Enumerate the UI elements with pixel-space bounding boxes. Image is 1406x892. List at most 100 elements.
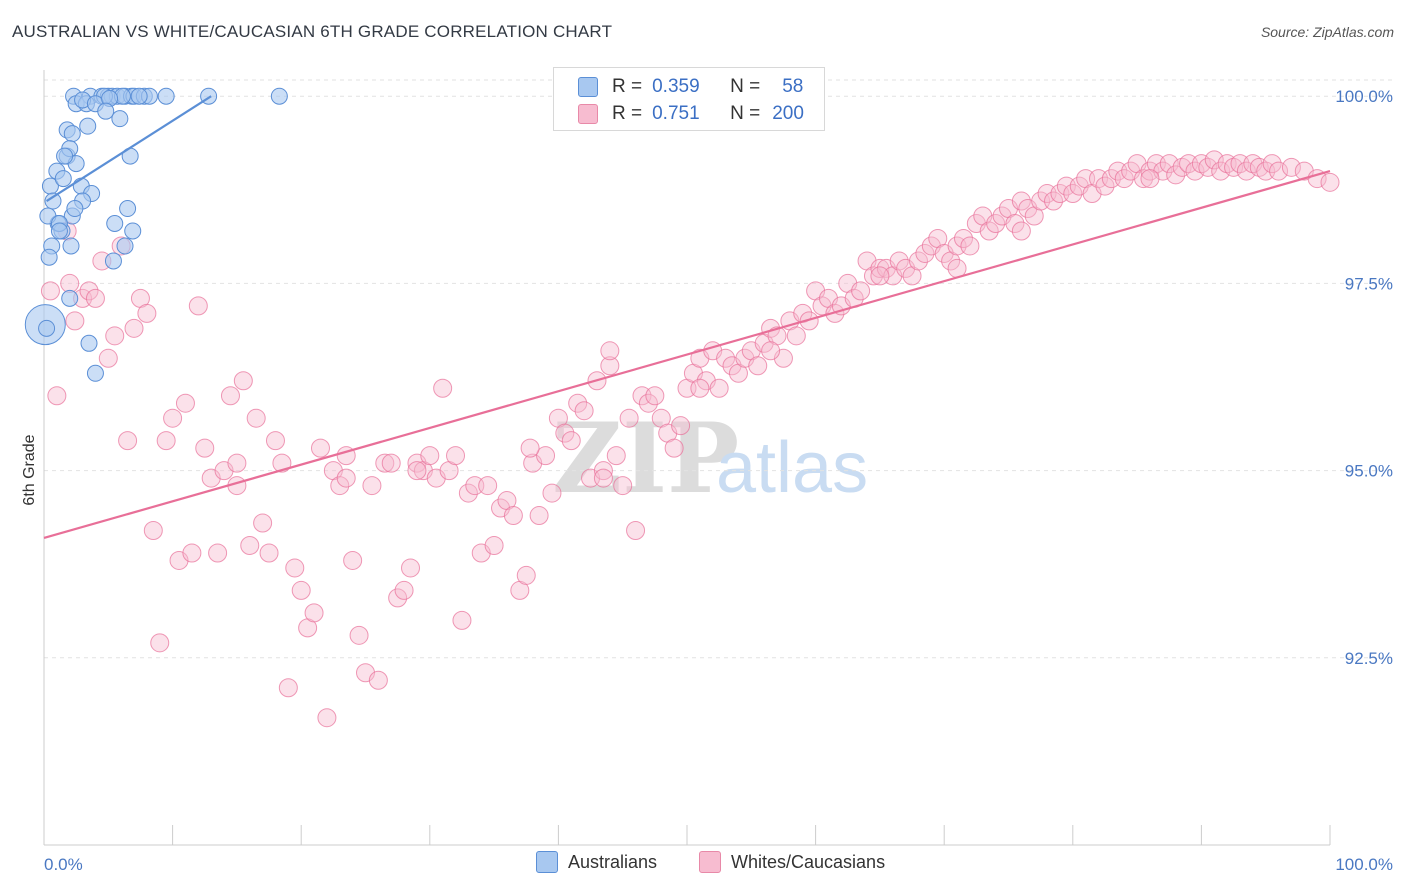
whites-point — [478, 476, 498, 496]
whites-point — [574, 401, 594, 421]
whites-point — [870, 266, 890, 286]
whites-point — [709, 378, 729, 398]
whites-point — [1211, 161, 1231, 181]
whites-point — [799, 311, 819, 331]
whites-point — [137, 303, 157, 323]
whites-point — [343, 550, 363, 570]
whites-point — [259, 543, 279, 563]
whites-point — [1011, 221, 1031, 241]
whites-point — [208, 543, 228, 563]
whites-point — [105, 326, 125, 346]
whites-point — [1095, 176, 1115, 196]
watermark-zip: ZIP — [552, 402, 739, 515]
whites-point — [503, 506, 523, 526]
whites-point — [233, 371, 253, 391]
whites-point — [291, 580, 311, 600]
whites-point — [1262, 154, 1282, 174]
australians-point — [62, 237, 80, 255]
stats-legend: R = 0.359 N = 58 R = 0.751 N = 200 — [553, 67, 825, 131]
whites-point — [690, 378, 710, 398]
x-tick-max: 100.0% — [1335, 855, 1393, 874]
whites-point — [484, 535, 504, 555]
source-credit: Source: ZipAtlas.com — [1260, 24, 1394, 40]
whites-point — [163, 408, 183, 428]
whites-point — [645, 386, 665, 406]
legend-r-value: 0.751 — [652, 103, 700, 124]
whites-point — [1204, 150, 1224, 170]
whites-point — [761, 341, 781, 361]
chart-title: AUSTRALIAN VS WHITE/CAUCASIAN 6TH GRADE … — [12, 22, 613, 41]
australians-swatch — [536, 851, 558, 873]
whites-point — [600, 356, 620, 376]
y-tick-label: 95.0% — [1345, 462, 1393, 481]
whites-point — [394, 580, 414, 600]
whites-point — [671, 416, 691, 436]
whites-point — [960, 236, 980, 256]
whites-point — [85, 288, 105, 308]
whites-point — [908, 251, 928, 271]
trend-lines — [43, 95, 1331, 540]
whites-point — [979, 221, 999, 241]
whites-point — [1114, 169, 1134, 189]
australians-point — [157, 87, 175, 105]
whites-point — [1159, 154, 1179, 174]
watermark-atlas: atlas — [716, 428, 868, 508]
australians-point — [56, 147, 74, 165]
y-tick-label: 92.5% — [1345, 649, 1393, 668]
whites-label: Whites/Caucasians — [731, 851, 886, 872]
whites-point — [304, 603, 324, 623]
whites-point — [188, 296, 208, 316]
whites-point — [520, 438, 540, 458]
australians-point — [111, 110, 129, 128]
whites-point — [150, 633, 170, 653]
australians-point — [104, 252, 122, 270]
whites-point — [1166, 165, 1186, 185]
whites-point — [310, 438, 330, 458]
whites-point — [1320, 172, 1340, 192]
whites-point — [407, 461, 427, 481]
whites-point — [593, 461, 613, 481]
whites-point — [561, 431, 581, 451]
legend-r-value: 0.359 — [652, 76, 700, 97]
whites-point — [593, 468, 613, 488]
whites-point — [1063, 184, 1083, 204]
australians-point — [66, 200, 84, 218]
whites-point — [1044, 191, 1064, 211]
whites-point — [362, 476, 382, 496]
australians-point — [63, 125, 81, 143]
whites-point — [47, 386, 67, 406]
australians-point — [44, 192, 62, 210]
legend-n-label: N = — [730, 103, 761, 124]
whites-point — [278, 678, 298, 698]
x-tick-min: 0.0% — [44, 855, 83, 874]
whites-point — [246, 408, 266, 428]
legend-r-label: R = — [612, 103, 643, 124]
whites-trend-line — [43, 170, 1331, 540]
whites-point — [555, 423, 575, 443]
whites-point — [1134, 169, 1154, 189]
australians-point — [119, 200, 137, 218]
whites-point — [452, 610, 472, 630]
whites-point — [529, 506, 549, 526]
australians-point — [61, 289, 79, 307]
whites-point — [536, 446, 556, 466]
whites-point — [600, 341, 620, 361]
legend-row-australians: R = 0.359 N = 58 — [578, 73, 803, 101]
whites-point — [1281, 157, 1301, 177]
whites-point — [156, 431, 176, 451]
axes — [43, 70, 1331, 846]
australians-point — [106, 215, 124, 233]
whites-point — [986, 214, 1006, 234]
whites-point — [317, 708, 337, 728]
whites-point — [375, 453, 395, 473]
whites-point — [124, 318, 144, 338]
legend-n-value: 200 — [772, 103, 804, 124]
australians-point — [130, 87, 148, 105]
whites-point — [388, 588, 408, 608]
whites-point — [349, 625, 369, 645]
whites-point — [1269, 161, 1289, 181]
whites-point — [1140, 169, 1160, 189]
whites-point — [401, 558, 421, 578]
australians-point — [80, 334, 98, 352]
australians-point — [86, 364, 104, 382]
